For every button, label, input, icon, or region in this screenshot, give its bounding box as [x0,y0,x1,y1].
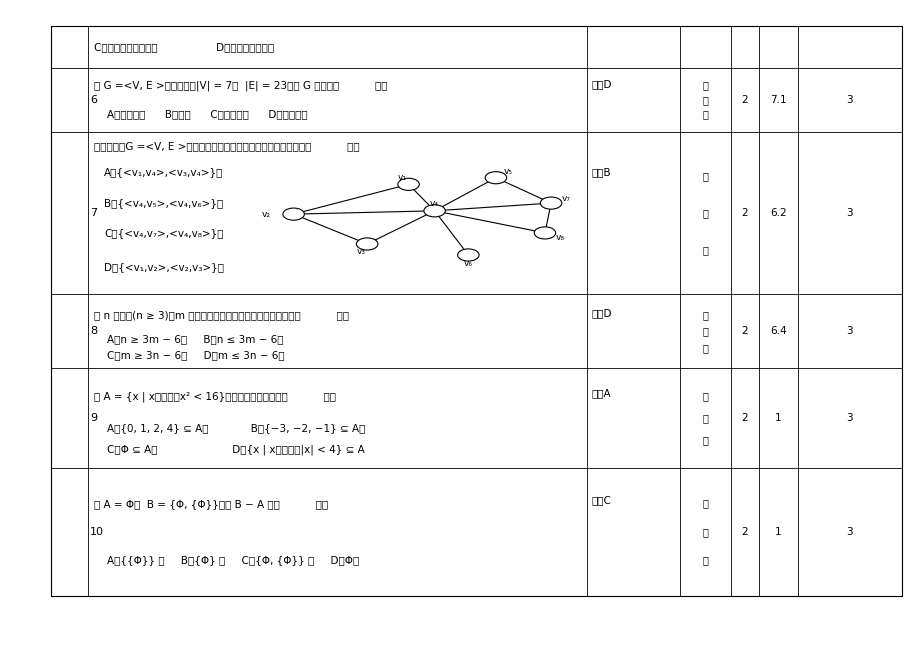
Text: 6: 6 [90,95,96,105]
Text: 设 G =<V, E >为无向图，|V| = 7，  |E| = 23，则 G 一定是（           ）。: 设 G =<V, E >为无向图，|V| = 7， |E| = 23，则 G 一… [94,80,387,91]
Text: C、m ≥ 3n − 6；     D、m ≤ 3n − 6。: C、m ≥ 3n − 6； D、m ≤ 3n − 6。 [94,350,284,360]
Text: D、{<v₁,v₂>,<v₂,v₃>}。: D、{<v₁,v₂>,<v₂,v₃>}。 [104,262,224,271]
Text: 2: 2 [741,413,747,423]
Text: v₃: v₃ [357,247,365,256]
Text: 10: 10 [90,527,104,537]
Text: 选: 选 [702,172,708,182]
Text: 3: 3 [845,326,852,337]
Text: v₇: v₇ [562,194,571,203]
Text: 择: 择 [702,95,708,105]
Ellipse shape [397,178,419,190]
Text: 设 A = Φ，  B = {Φ, {Φ}}，则 B − A 是（           ）。: 设 A = Φ， B = {Φ, {Φ}}，则 B − A 是（ ）。 [94,499,328,509]
Text: v₈: v₈ [555,233,564,242]
Ellipse shape [484,172,506,184]
Text: 题: 题 [702,109,708,119]
Text: 3: 3 [845,95,852,105]
Text: v₂: v₂ [261,210,270,219]
Text: 给定无向图G =<V, E >，如下图所示，下面哪个边集不是其边割集（           ）。: 给定无向图G =<V, E >，如下图所示，下面哪个边集不是其边割集（ ）。 [94,142,359,152]
Text: 择: 择 [702,208,708,218]
Text: C、不能构成交换群；                  D、能构成交换群。: C、不能构成交换群； D、能构成交换群。 [94,42,274,52]
Text: 2: 2 [741,95,747,105]
Text: 3: 3 [845,413,852,423]
Text: 答：D: 答：D [591,308,611,318]
Text: 有 n 个结点(n ≥ 3)，m 条边的连通简单图是平面图的必要条件（           ）。: 有 n 个结点(n ≥ 3)，m 条边的连通简单图是平面图的必要条件（ ）。 [94,310,348,320]
Ellipse shape [539,197,562,209]
Text: v₄: v₄ [430,199,438,208]
Text: v₅: v₅ [503,167,512,176]
Text: A、n ≥ 3m − 6；     B、n ≤ 3m − 6；: A、n ≥ 3m − 6； B、n ≤ 3m − 6； [94,334,283,344]
Text: 1: 1 [774,527,780,537]
Text: 2: 2 [741,208,747,218]
Ellipse shape [283,208,304,220]
Text: 7.1: 7.1 [769,95,786,105]
Text: 题: 题 [702,245,708,255]
Text: A、完全图；      B、树；      C、简单图；      D、多重图。: A、完全图； B、树； C、简单图； D、多重图。 [94,109,307,119]
Text: 选: 选 [702,391,708,401]
Text: 选: 选 [702,498,708,508]
Text: v₆: v₆ [463,259,472,268]
Text: 6.2: 6.2 [769,208,786,218]
Text: 择: 择 [702,413,708,423]
Text: C、Φ ⊆ A；                       D、{x | x是整数且|x| < 4} ⊆ A: C、Φ ⊆ A； D、{x | x是整数且|x| < 4} ⊆ A [94,445,365,456]
Text: 题: 题 [702,343,708,353]
Text: 答：B: 答：B [591,167,610,178]
Text: A、{<v₁,v₄>,<v₃,v₄>}；: A、{<v₁,v₄>,<v₃,v₄>}； [104,167,223,178]
Text: 答：D: 答：D [591,79,611,89]
Text: 1: 1 [774,413,780,423]
Text: 3: 3 [845,527,852,537]
Ellipse shape [356,238,378,250]
Text: 8: 8 [90,326,96,337]
Text: 答：C: 答：C [591,495,611,505]
Ellipse shape [457,249,479,261]
Ellipse shape [534,227,555,239]
Text: 择: 择 [702,326,708,337]
Text: 2: 2 [741,326,747,337]
Text: 7: 7 [90,208,96,218]
Text: 2: 2 [741,527,747,537]
Text: 选: 选 [702,310,708,320]
Text: 6.4: 6.4 [769,326,786,337]
Text: 题: 题 [702,436,708,446]
Text: 设 A = {x | x是整数且x² < 16}，下面哪个命题为假（           ）。: 设 A = {x | x是整数且x² < 16}，下面哪个命题为假（ ）。 [94,391,335,402]
Text: 3: 3 [845,208,852,218]
Ellipse shape [424,205,445,217]
Text: 9: 9 [90,413,96,423]
Text: 题: 题 [702,555,708,566]
Text: v₁: v₁ [398,173,406,182]
Text: A、{0, 1, 2, 4} ⊆ A；             B、{−3, −2, −1} ⊆ A；: A、{0, 1, 2, 4} ⊆ A； B、{−3, −2, −1} ⊆ A； [94,423,365,433]
Text: 择: 择 [702,527,708,537]
Text: 选: 选 [702,80,708,90]
Text: A、{{Φ}} ；     B、{Φ} ；     C、{Φ, {Φ}} ；     D、Φ。: A、{{Φ}} ； B、{Φ} ； C、{Φ, {Φ}} ； D、Φ。 [94,555,359,565]
Text: C、{<v₄,v₇>,<v₄,v₈>}；: C、{<v₄,v₇>,<v₄,v₈>}； [104,228,223,238]
Text: 答：A: 答：A [591,388,610,398]
Text: B、{<v₄,v₅>,<v₄,v₆>}；: B、{<v₄,v₅>,<v₄,v₆>}； [104,199,223,208]
Bar [51,26,901,596]
